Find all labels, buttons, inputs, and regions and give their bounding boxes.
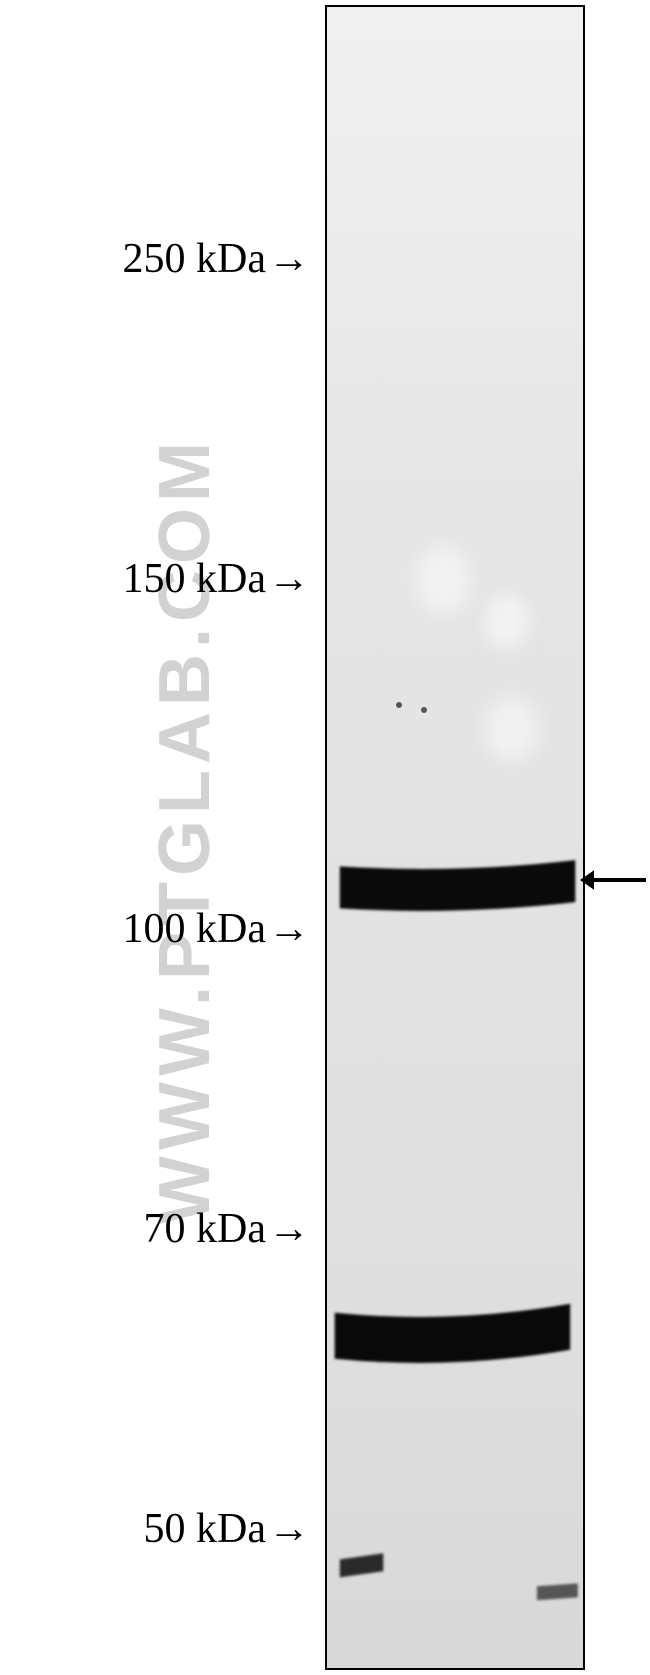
band-indicator-arrow — [578, 864, 648, 896]
gel-lane-inner — [327, 7, 583, 1668]
marker-text: 100 kDa — [123, 906, 266, 952]
marker-label-70-kDa: 70 kDa→ — [10, 1205, 310, 1253]
marker-text: 70 kDa — [144, 1206, 266, 1252]
marker-label-250-kDa: 250 kDa→ — [10, 235, 310, 283]
gel-lane — [325, 5, 585, 1670]
band-faint-right — [327, 7, 583, 1668]
marker-label-100-kDa: 100 kDa→ — [10, 905, 310, 953]
marker-text: 50 kDa — [144, 1506, 266, 1552]
western-blot-figure: WWW.PTGLAB.COM 250 kDa→150 kDa→100 kDa→7… — [0, 0, 650, 1675]
arrow-right-icon: → — [268, 905, 310, 953]
arrow-right-icon: → — [268, 1505, 310, 1553]
marker-text: 150 kDa — [123, 556, 266, 602]
marker-label-50-kDa: 50 kDa→ — [10, 1505, 310, 1553]
marker-text: 250 kDa — [123, 236, 266, 282]
arrow-right-icon: → — [268, 235, 310, 283]
marker-label-150-kDa: 150 kDa→ — [10, 555, 310, 603]
arrow-right-icon: → — [268, 1205, 310, 1253]
arrow-right-icon: → — [268, 555, 310, 603]
